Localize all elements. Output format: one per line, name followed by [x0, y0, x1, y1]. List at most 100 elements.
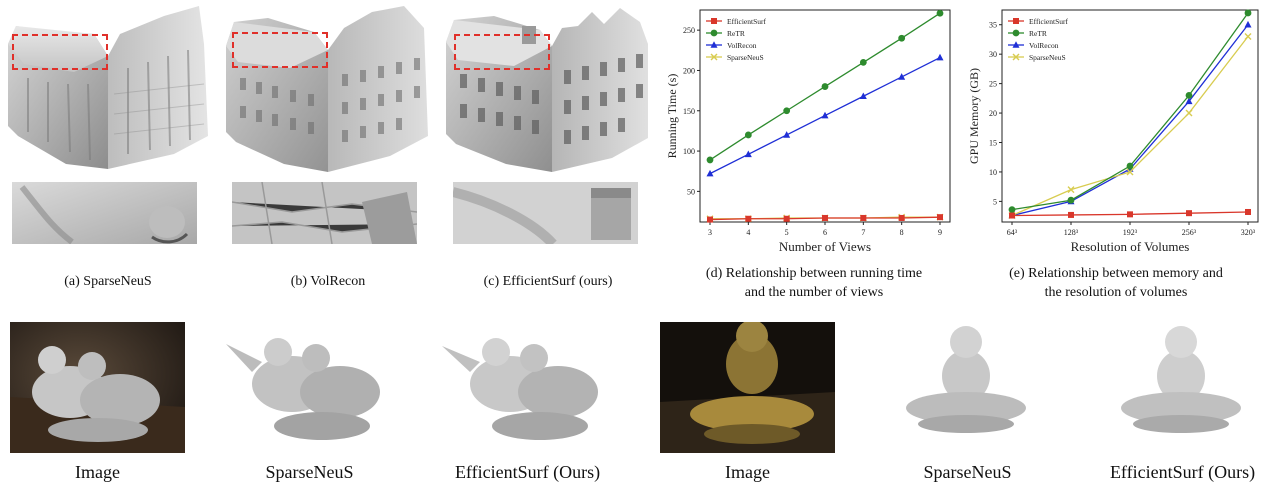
chart0-legend-marker — [710, 41, 718, 48]
chart1-xlabel: Resolution of Volumes — [1071, 239, 1190, 254]
chart1-point-efficientsurf — [1186, 210, 1192, 217]
chart1-ytick-label: 10 — [989, 168, 997, 177]
chart-gpu-memory-svg: 5 10 15 20 25 30 35 64³ 128³ 192³ 256³ 320³ Resoluti… — [967, 9, 1259, 254]
chart1-series-sparseneus — [1008, 33, 1252, 220]
photo-birds — [10, 322, 185, 453]
chart0-series-retr — [706, 9, 944, 164]
chart0-point-volrecon — [821, 111, 829, 119]
chart1-legend-label: SparseNeuS — [1029, 53, 1066, 62]
highlight-box-b — [232, 32, 328, 68]
chart0-point-retr — [859, 58, 867, 66]
chart-running-time-svg: 50 100 150 200 250 3 4 5 6 7 8 9 Number of Views Runn… — [665, 9, 951, 254]
chart0-xtick-label: 5 — [785, 228, 789, 237]
chart0-legend-label: VolRecon — [727, 41, 757, 50]
chart0-point-retr — [744, 131, 752, 139]
chart0-point-retr — [783, 107, 791, 115]
zoom-crop-sparseneus — [12, 182, 197, 244]
chart0-xtick-label: 6 — [823, 228, 827, 237]
chart1-point-sparseneus-b — [1244, 33, 1252, 40]
chart1-point-sparseneus — [1185, 109, 1193, 117]
caption-d: (d) Relationship between running time an… — [664, 264, 964, 302]
chart1-ytick-label: 5 — [993, 197, 997, 206]
chart0-point-efficientsurf — [745, 215, 752, 222]
chart0-xlabel: Number of Views — [779, 239, 871, 254]
caption-c: (c) EfficientSurf (ours) — [483, 274, 613, 289]
chart0-point-efficientsurf — [898, 214, 905, 221]
chart1-point-sparseneus-b — [1067, 186, 1075, 194]
chart1-point-efficientsurf — [1068, 211, 1074, 218]
zoom-crop-volrecon — [232, 182, 417, 244]
efficientsurf-birds — [440, 322, 615, 453]
chart-gpu-memory: 5 10 15 20 25 30 35 64³ 128³ 192³ 256³ 320³ Resoluti… — [966, 4, 1266, 256]
building-render-efficientsurf — [444, 4, 652, 174]
chart1-point-retr — [1244, 9, 1252, 17]
chart1-point-volrecon — [1185, 97, 1193, 105]
chart1-legend-label: EfficientSurf — [1029, 17, 1069, 26]
efficientsurf-frog — [1095, 322, 1270, 453]
chart0-point-volrecon — [783, 131, 791, 138]
bottom-caption-6: EfficientSurf (Ours) — [1109, 462, 1256, 482]
chart1-series-retr — [1008, 9, 1252, 214]
chart1-legend-label: VolRecon — [1029, 41, 1059, 50]
caption-d-line2: and the number of views — [744, 285, 884, 300]
chart1-legend-marker — [1012, 53, 1020, 61]
chart0-ytick-label: 100 — [683, 147, 695, 156]
bottom-caption-1: Image — [75, 462, 120, 482]
sparseneus-birds — [222, 322, 397, 453]
chart0-point-retr — [821, 83, 829, 90]
chart1-xtick-label: 320³ — [1241, 228, 1256, 237]
chart0-legend-marker-b — [710, 53, 718, 61]
chart1-xtick-label: 192³ — [1123, 228, 1138, 237]
chart0-legend: EfficientSurf ReTR VolRecon SparseNeuS — [706, 17, 767, 62]
chart1-ytick-label: 15 — [989, 139, 997, 148]
chart1-xtick-label: 256³ — [1182, 228, 1197, 237]
chart0-legend-label: EfficientSurf — [727, 17, 767, 26]
chart1-legend-label: ReTR — [1029, 29, 1047, 38]
chart1-point-efficientsurf — [1127, 211, 1133, 218]
caption-b: (b) VolRecon — [290, 274, 366, 289]
chart0-ylabel: Running Time (s) — [665, 74, 679, 159]
bottom-caption-4: Image — [725, 462, 770, 482]
chart1-legend-marker — [1012, 29, 1020, 37]
chart1-point-volrecon — [1244, 20, 1252, 28]
chart0-legend-marker — [711, 18, 717, 24]
chart0-point-efficientsurf — [822, 214, 828, 221]
bottom-caption-5: SparseNeuS — [923, 462, 1012, 482]
chart0-point-efficientsurf — [783, 215, 790, 222]
chart0-series-volrecon — [706, 53, 944, 177]
chart0-point-retr — [936, 9, 944, 17]
chart1-point-efficientsurf — [1245, 208, 1251, 215]
chart1-point-sparseneus — [1067, 186, 1075, 194]
chart0-legend-label: SparseNeuS — [727, 53, 764, 62]
chart0-point-retr — [898, 34, 906, 42]
bottom-caption-3: EfficientSurf (Ours) — [454, 462, 601, 482]
chart0-xtick-label: 7 — [861, 228, 865, 237]
chart1-ylabel: GPU Memory (GB) — [967, 68, 981, 164]
chart1-legend-marker-b — [1012, 53, 1020, 61]
chart1-ytick-label: 20 — [989, 109, 997, 118]
chart1-point-sparseneus — [1126, 168, 1134, 176]
chart0-legend-marker — [710, 53, 718, 61]
chart1-legend-marker — [1012, 41, 1020, 48]
chart0-xtick-label: 9 — [938, 228, 942, 237]
bottom-caption-2: SparseNeuS — [265, 462, 354, 482]
zoom-crop-efficientsurf — [453, 182, 638, 244]
chart1-ytick-label: 30 — [989, 50, 997, 59]
caption-a: (a) SparseNeuS — [64, 274, 152, 289]
chart0-point-efficientsurf — [937, 214, 943, 221]
caption-e: (e) Relationship between memory and the … — [966, 264, 1266, 302]
chart0-point-volrecon — [744, 150, 752, 158]
chart1-ytick-label: 25 — [989, 80, 997, 89]
caption-e-line1: (e) Relationship between memory and — [1009, 266, 1223, 281]
chart0-ytick-label: 250 — [683, 26, 695, 35]
chart0-legend-label: ReTR — [727, 29, 745, 38]
highlight-box-a — [12, 34, 108, 70]
highlight-box-c — [454, 34, 550, 70]
chart1-series-volrecon — [1008, 20, 1252, 219]
chart0-series-efficientsurf — [707, 214, 943, 223]
chart1-point-retr — [1126, 162, 1134, 170]
chart0-point-volrecon — [936, 53, 944, 61]
chart0-xtick-label: 3 — [708, 228, 712, 237]
chart0-point-retr — [706, 156, 714, 164]
chart0-ytick-label: 50 — [687, 187, 695, 196]
